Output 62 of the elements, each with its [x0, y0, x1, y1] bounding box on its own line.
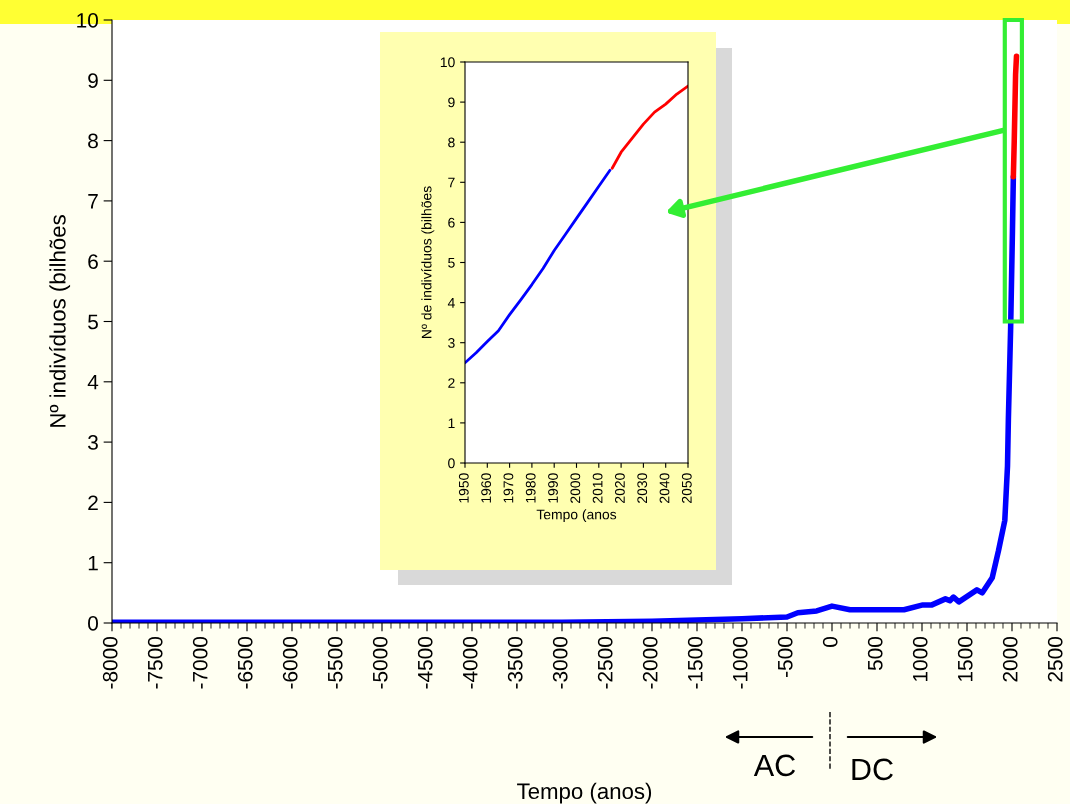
y-tick-label: 10 — [440, 57, 455, 68]
x-tick-label: -7500 — [147, 637, 163, 689]
x-tick-label: -2000 — [642, 637, 658, 689]
x-tick-label: 1500 — [957, 637, 973, 681]
x-tick-label: 2040 — [659, 473, 670, 503]
x-tick-label: 2020 — [614, 473, 625, 503]
x-tick-label: 1960 — [481, 473, 492, 503]
y-tick-label: 0 — [88, 616, 98, 631]
x-tick-label: 1970 — [503, 473, 514, 503]
y-tick-label: 0 — [448, 458, 455, 469]
x-axis-title: Tempo (anos) — [517, 782, 652, 804]
x-tick-label: -6000 — [282, 637, 298, 689]
text: DC — [852, 758, 893, 781]
x-tick-label: -6500 — [237, 637, 253, 689]
x-tick-label: 1000 — [912, 637, 928, 681]
y-axis-title: Nº indivíduos (bilhões — [49, 215, 71, 427]
y-tick-label: 8 — [448, 137, 455, 148]
x-tick-label: -4000 — [462, 637, 478, 689]
x-tick-label: 2050 — [681, 473, 692, 503]
y-tick-label: 8 — [88, 133, 98, 149]
x-tick-label: 1980 — [525, 473, 536, 503]
y-tick-label: 3 — [448, 338, 455, 348]
x-tick-label: -2500 — [597, 637, 613, 689]
x-tick-label: -5500 — [327, 637, 343, 689]
x-tick-label: -5000 — [372, 637, 388, 689]
x-axis-title: Tempo (anos — [536, 509, 617, 523]
y-tick-label: 5 — [88, 314, 98, 330]
y-tick-label: 6 — [448, 217, 455, 228]
y-tick-label: 4 — [447, 298, 455, 308]
x-tick-label: 500 — [867, 637, 883, 671]
x-tick-label: -1500 — [687, 637, 703, 689]
x-tick-label: -4500 — [417, 637, 433, 689]
y-axis-title: Nº de indivíduos (bilhões — [421, 186, 435, 339]
x-tick-label: -1000 — [732, 637, 748, 689]
x-tick-label: -8000 — [102, 637, 118, 689]
y-tick-label: 2 — [448, 378, 455, 388]
y-tick-label: 4 — [87, 375, 99, 390]
x-tick-label: -3000 — [552, 637, 568, 689]
x-tick-label: -7000 — [192, 637, 208, 689]
line-series — [610, 84, 688, 170]
text: AC — [753, 754, 796, 777]
line-series — [465, 168, 612, 365]
y-tick-label: 1 — [88, 555, 98, 571]
x-tick-label: 0 — [822, 637, 838, 647]
x-tick-label: -3500 — [507, 637, 523, 689]
x-tick-label: -500 — [777, 637, 793, 677]
y-tick-label: 9 — [448, 97, 455, 108]
x-tick-label: 2500 — [1047, 637, 1063, 682]
x-tick-label: 2010 — [592, 473, 603, 503]
y-tick-label: 5 — [448, 257, 455, 268]
y-tick-label: 7 — [88, 194, 98, 209]
y-tick-label: 6 — [88, 254, 98, 269]
y-tick-label: 7 — [448, 177, 455, 188]
x-tick-label: 1950 — [458, 473, 469, 503]
x-tick-label: 2030 — [637, 473, 648, 503]
y-tick-label: 1 — [448, 418, 455, 428]
x-tick-label: 2000 — [570, 473, 581, 503]
y-tick-label: 3 — [88, 435, 98, 450]
x-tick-label: 2000 — [1002, 637, 1018, 682]
x-tick-label: 1990 — [548, 473, 558, 503]
y-tick-label: 2 — [88, 495, 98, 510]
y-tick-label: 9 — [88, 73, 98, 89]
